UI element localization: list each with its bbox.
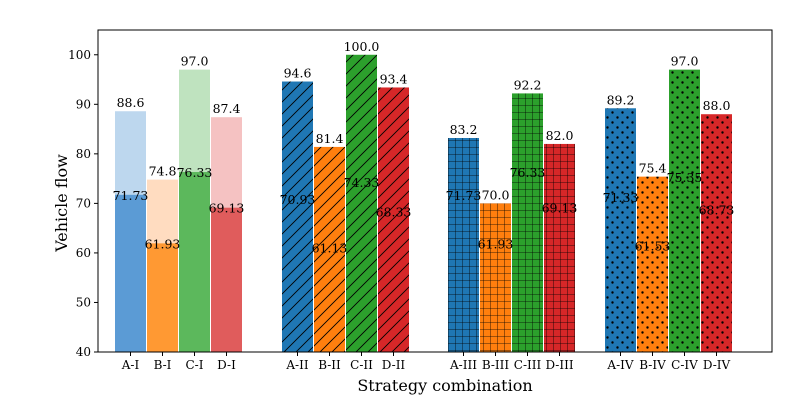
x-tick-label: A-III [449, 358, 477, 372]
x-tick-label: A-II [285, 358, 308, 372]
bar-c-iii [512, 93, 543, 352]
bar-inner-label: 69.13 [209, 201, 245, 216]
bar-total-label: 97.0 [181, 54, 209, 69]
bar-c-ii [346, 54, 377, 353]
bar-inner-label: 61.53 [635, 238, 671, 253]
y-tick-label: 50 [76, 295, 91, 309]
x-tick-label: A-IV [606, 358, 633, 372]
bar-inner-label: 61.93 [145, 236, 181, 251]
bar-total-label: 89.2 [607, 92, 635, 107]
bar-inner-label: 75.35 [667, 170, 703, 185]
x-tick-label: B-IV [639, 358, 666, 372]
bar-total-label: 92.2 [514, 77, 542, 92]
x-tick-label: D-III [545, 358, 573, 372]
x-tick-label: B-I [154, 358, 172, 372]
bar-d-iv [701, 114, 732, 352]
bar-total-label: 97.0 [671, 54, 699, 69]
bar-inner-d-i [211, 207, 242, 352]
x-tick-label: C-IV [671, 358, 698, 372]
bar-inner-label: 68.73 [699, 203, 735, 218]
x-tick-label: B-II [318, 358, 341, 372]
x-tick-label: C-III [514, 358, 542, 372]
x-tick-label: C-I [186, 358, 204, 372]
bar-a-iv [605, 108, 636, 352]
bar-b-iv [637, 176, 668, 352]
y-tick-label: 40 [76, 345, 91, 359]
x-tick-label: D-I [217, 358, 236, 372]
bar-inner-c-i [179, 172, 210, 352]
y-tick-label: 60 [76, 246, 91, 260]
bar-inner-label: 71.33 [603, 190, 639, 205]
bar-total-label: 83.2 [450, 122, 478, 137]
x-axis-title: Strategy combination [357, 376, 532, 395]
y-tick-label: 100 [68, 48, 91, 62]
x-tick-label: A-I [121, 358, 140, 372]
bar-total-label: 93.4 [380, 71, 408, 86]
bar-b-iii [480, 203, 511, 352]
y-axis-title: Vehicle flow [52, 154, 71, 253]
bar-inner-a-i [115, 194, 146, 352]
bar-inner-label: 68.33 [376, 205, 412, 220]
bar-total-label: 87.4 [213, 101, 241, 116]
x-axis: A-I B-I C-I D-I A-II B-II C-II D-II A-III B-III C-… [121, 352, 731, 372]
bar-total-label: 82.0 [546, 128, 574, 143]
bar-inner-label: 71.73 [113, 188, 149, 203]
y-tick-label: 80 [76, 147, 91, 161]
bar-inner-label: 71.73 [446, 188, 482, 203]
bar-marks [115, 54, 732, 353]
bar-total-label: 88.6 [117, 95, 145, 110]
bar-d-iii [544, 143, 575, 352]
bar-total-label: 70.0 [482, 187, 510, 202]
bar-total-label: 75.4 [639, 161, 667, 176]
x-tick-label: B-III [482, 358, 510, 372]
bar-inner-b-i [147, 243, 178, 352]
bar-total-label: 94.6 [284, 66, 312, 81]
x-tick-label: D-II [382, 358, 406, 372]
bar-inner-label: 70.93 [280, 192, 316, 207]
bar-total-label: 74.8 [149, 164, 177, 179]
bar-b-ii [314, 146, 345, 352]
bar-c-iv [669, 69, 700, 352]
x-tick-label: C-II [350, 358, 373, 372]
bar-total-label: 81.4 [316, 131, 344, 146]
data-labels: 88.671.7374.861.9397.076.3387.469.1394.6… [113, 39, 735, 256]
bar-inner-label: 69.13 [542, 201, 578, 216]
bar-a-iii [448, 137, 479, 352]
x-tick-label: D-IV [703, 358, 731, 372]
y-axis: 40 50 60 70 80 90 100 [68, 48, 98, 359]
plot-frame [97, 29, 773, 353]
bar-total-label: 88.0 [703, 98, 731, 113]
bar-inner-label: 76.33 [510, 165, 546, 180]
bar-total-label: 100.0 [344, 39, 380, 54]
bar-inner-label: 61.13 [312, 240, 348, 255]
bar-d-ii [378, 87, 409, 353]
y-tick-label: 70 [76, 196, 91, 210]
bar-a-ii [282, 81, 313, 353]
bar-inner-label: 61.93 [478, 236, 514, 251]
bar-inner-label: 76.33 [177, 165, 213, 180]
bar-inner-label: 74.33 [344, 175, 380, 190]
y-tick-label: 90 [76, 97, 91, 111]
